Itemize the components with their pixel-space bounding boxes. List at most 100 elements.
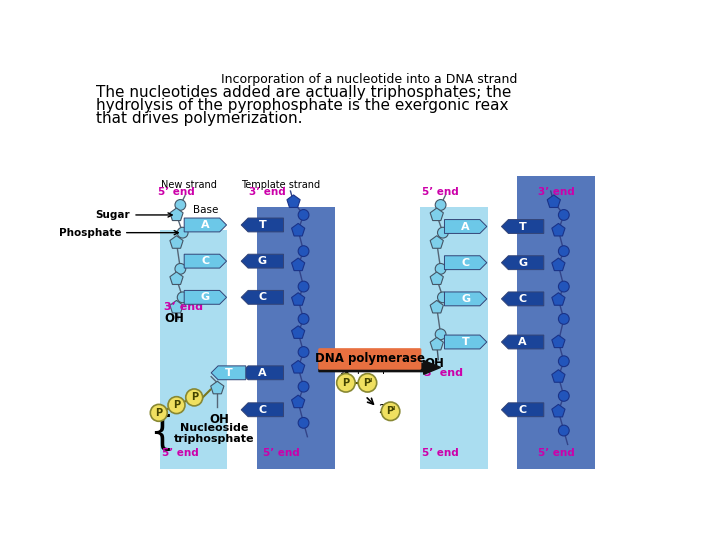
Circle shape (298, 210, 309, 220)
Circle shape (186, 389, 203, 406)
Text: that drives polymerization.: that drives polymerization. (96, 111, 302, 126)
Polygon shape (501, 220, 544, 233)
Circle shape (150, 404, 167, 421)
Text: OH: OH (209, 413, 229, 426)
Bar (517, 177, 595, 469)
Polygon shape (170, 272, 183, 285)
Text: Template strand: Template strand (241, 180, 320, 190)
Polygon shape (552, 370, 565, 382)
Polygon shape (501, 256, 544, 269)
Circle shape (298, 417, 309, 428)
Polygon shape (184, 291, 227, 304)
Polygon shape (552, 258, 565, 271)
Text: 3’ end: 3’ end (425, 368, 464, 378)
Text: C: C (202, 256, 210, 266)
FancyBboxPatch shape (318, 348, 421, 370)
Polygon shape (552, 224, 565, 236)
Text: P: P (173, 400, 180, 410)
Polygon shape (211, 381, 224, 394)
Text: G: G (461, 294, 470, 304)
Polygon shape (292, 293, 305, 305)
Text: T: T (518, 221, 526, 232)
Circle shape (298, 314, 309, 325)
Polygon shape (444, 256, 487, 269)
Polygon shape (287, 195, 300, 207)
Text: Sugar: Sugar (96, 210, 172, 220)
Polygon shape (292, 258, 305, 271)
Circle shape (559, 425, 570, 436)
Circle shape (359, 374, 377, 392)
Polygon shape (552, 404, 565, 417)
Text: 3’ end: 3’ end (249, 187, 286, 197)
Polygon shape (241, 254, 284, 268)
Text: Incorporation of a nucleotide into a DNA strand: Incorporation of a nucleotide into a DNA… (221, 72, 517, 85)
Polygon shape (292, 326, 305, 339)
Text: G: G (201, 292, 210, 302)
Text: T: T (258, 220, 266, 230)
Text: P: P (156, 408, 162, 418)
Polygon shape (170, 300, 183, 313)
Text: Base: Base (193, 205, 218, 215)
Polygon shape (444, 220, 487, 233)
Polygon shape (170, 236, 183, 248)
Bar (256, 207, 335, 469)
Text: C: C (518, 294, 526, 304)
Text: P: P (342, 378, 349, 388)
Polygon shape (170, 208, 183, 220)
Polygon shape (292, 395, 305, 408)
Text: C: C (518, 405, 526, 415)
Text: Phosphate: Phosphate (58, 228, 179, 238)
Text: 3’ end: 3’ end (538, 187, 575, 197)
Text: 5’ end: 5’ end (263, 448, 300, 457)
Polygon shape (547, 195, 560, 207)
Text: A: A (462, 221, 470, 232)
Text: Nucleoside
triphosphate: Nucleoside triphosphate (174, 423, 254, 444)
Circle shape (298, 246, 309, 256)
Text: P: P (191, 393, 198, 402)
Polygon shape (184, 254, 227, 268)
Text: T: T (225, 368, 233, 378)
Bar (160, 231, 228, 469)
Text: 3’ end: 3’ end (164, 301, 203, 312)
Bar (420, 207, 487, 469)
Text: C: C (258, 405, 266, 415)
Polygon shape (552, 293, 565, 305)
Polygon shape (292, 361, 305, 373)
Circle shape (559, 356, 570, 367)
Polygon shape (444, 335, 487, 349)
Circle shape (382, 402, 400, 421)
Polygon shape (501, 292, 544, 306)
Circle shape (435, 264, 446, 274)
Circle shape (559, 210, 570, 220)
FancyArrow shape (319, 361, 441, 374)
Polygon shape (501, 403, 544, 417)
Circle shape (175, 200, 186, 210)
Text: A: A (518, 337, 527, 347)
Polygon shape (430, 236, 444, 248)
Text: OH: OH (164, 313, 184, 326)
Circle shape (559, 314, 570, 325)
Text: A: A (201, 220, 210, 230)
Text: 5’ end: 5’ end (162, 448, 199, 457)
Text: The nucleotides added are actually triphosphates; the: The nucleotides added are actually triph… (96, 85, 511, 100)
Polygon shape (241, 366, 284, 380)
Text: T: T (462, 337, 469, 347)
Circle shape (177, 227, 188, 238)
Text: 5’ end: 5’ end (422, 187, 459, 197)
Polygon shape (241, 403, 284, 417)
Text: Pᴵ: Pᴵ (363, 378, 372, 388)
Circle shape (298, 347, 309, 357)
Polygon shape (292, 224, 305, 236)
Circle shape (438, 227, 449, 238)
Circle shape (559, 246, 570, 256)
Circle shape (177, 292, 188, 303)
Text: C: C (462, 258, 469, 268)
Circle shape (435, 329, 446, 340)
Polygon shape (430, 338, 444, 350)
Polygon shape (501, 335, 544, 349)
Circle shape (337, 374, 355, 392)
Text: OH: OH (425, 357, 444, 370)
Text: 2: 2 (378, 403, 386, 416)
Circle shape (435, 200, 446, 210)
Polygon shape (241, 218, 284, 232)
